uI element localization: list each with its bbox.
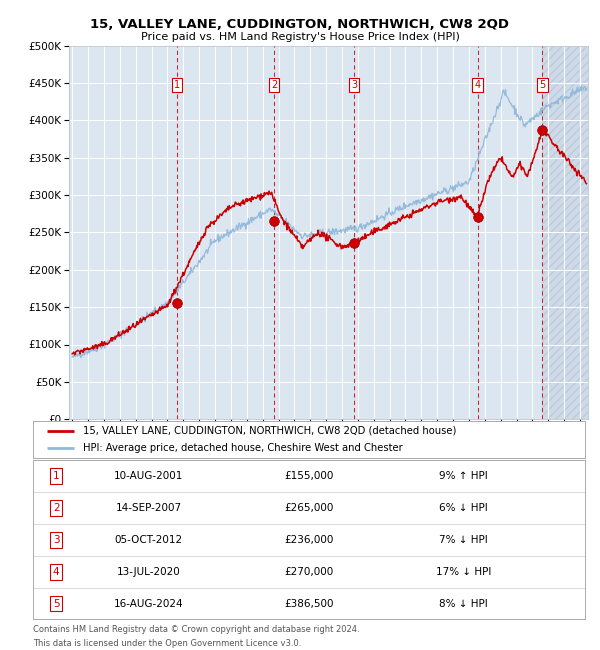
Text: 3: 3 bbox=[53, 535, 59, 545]
Text: 14-SEP-2007: 14-SEP-2007 bbox=[116, 503, 182, 513]
Text: 8% ↓ HPI: 8% ↓ HPI bbox=[439, 599, 488, 608]
Text: Price paid vs. HM Land Registry's House Price Index (HPI): Price paid vs. HM Land Registry's House … bbox=[140, 32, 460, 42]
Text: 5: 5 bbox=[53, 599, 59, 608]
Text: 10-AUG-2001: 10-AUG-2001 bbox=[114, 471, 184, 481]
Text: £265,000: £265,000 bbox=[284, 503, 334, 513]
Text: 4: 4 bbox=[53, 567, 59, 577]
Text: 1: 1 bbox=[53, 471, 59, 481]
Text: 7% ↓ HPI: 7% ↓ HPI bbox=[439, 535, 488, 545]
Text: This data is licensed under the Open Government Licence v3.0.: This data is licensed under the Open Gov… bbox=[33, 639, 301, 648]
Text: £386,500: £386,500 bbox=[284, 599, 334, 608]
Text: HPI: Average price, detached house, Cheshire West and Chester: HPI: Average price, detached house, Ches… bbox=[83, 443, 403, 453]
Text: 16-AUG-2024: 16-AUG-2024 bbox=[114, 599, 184, 608]
Text: 05-OCT-2012: 05-OCT-2012 bbox=[115, 535, 183, 545]
Text: 2: 2 bbox=[53, 503, 59, 513]
Text: 15, VALLEY LANE, CUDDINGTON, NORTHWICH, CW8 2QD: 15, VALLEY LANE, CUDDINGTON, NORTHWICH, … bbox=[91, 18, 509, 31]
Text: £270,000: £270,000 bbox=[284, 567, 334, 577]
Text: 9% ↑ HPI: 9% ↑ HPI bbox=[439, 471, 488, 481]
Text: 2: 2 bbox=[271, 80, 277, 90]
Text: 17% ↓ HPI: 17% ↓ HPI bbox=[436, 567, 491, 577]
Text: 6% ↓ HPI: 6% ↓ HPI bbox=[439, 503, 488, 513]
Text: £236,000: £236,000 bbox=[284, 535, 334, 545]
Text: Contains HM Land Registry data © Crown copyright and database right 2024.: Contains HM Land Registry data © Crown c… bbox=[33, 625, 359, 634]
Text: £155,000: £155,000 bbox=[284, 471, 334, 481]
Text: 15, VALLEY LANE, CUDDINGTON, NORTHWICH, CW8 2QD (detached house): 15, VALLEY LANE, CUDDINGTON, NORTHWICH, … bbox=[83, 426, 456, 436]
Text: 13-JUL-2020: 13-JUL-2020 bbox=[117, 567, 181, 577]
Text: 5: 5 bbox=[539, 80, 545, 90]
Bar bbox=[542, 46, 588, 419]
Text: 1: 1 bbox=[174, 80, 180, 90]
Text: 3: 3 bbox=[351, 80, 357, 90]
Text: 4: 4 bbox=[475, 80, 481, 90]
